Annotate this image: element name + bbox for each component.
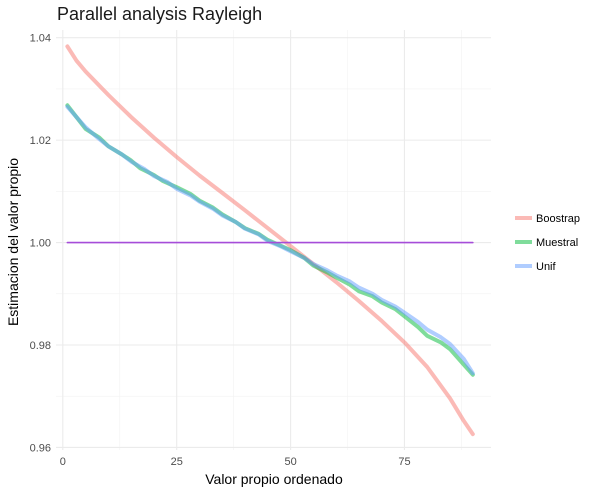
legend: Boostrap Muestral Unif xyxy=(515,213,580,273)
series-line-boostrap xyxy=(65,44,475,437)
y-tick-label: 0.96 xyxy=(30,442,51,454)
grid-lines xyxy=(56,30,491,450)
x-tick-label: 25 xyxy=(171,456,183,468)
x-tick-label: 50 xyxy=(284,456,296,468)
series-line-unif xyxy=(65,104,475,376)
legend-label-muestral: Muestral xyxy=(536,237,578,249)
axis-ticks: 0 25 50 75 0.96 0.98 1.00 1.02 1.04 xyxy=(30,33,411,468)
legend-label-boostrap: Boostrap xyxy=(536,213,580,225)
y-axis-label: Estimacion del valor propio xyxy=(5,158,21,326)
y-tick-label: 1.00 xyxy=(30,238,51,250)
x-tick-label: 75 xyxy=(398,456,410,468)
x-tick-label: 0 xyxy=(60,456,66,468)
legend-label-unif: Unif xyxy=(536,261,557,273)
chart-title: Parallel analysis Rayleigh xyxy=(57,4,263,24)
y-tick-label: 1.04 xyxy=(30,33,51,45)
series-lines xyxy=(65,44,475,437)
y-tick-label: 0.98 xyxy=(30,340,51,352)
x-axis-label: Valor propio ordenado xyxy=(205,471,343,487)
y-tick-label: 1.02 xyxy=(30,135,51,147)
